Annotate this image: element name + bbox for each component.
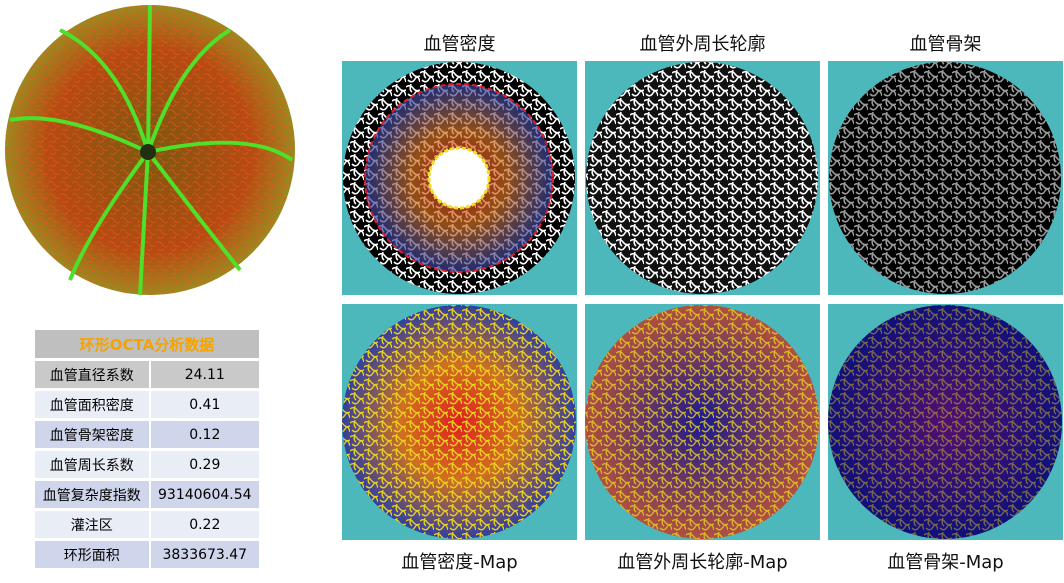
table-row: 血管周长系数 0.29 [35, 451, 259, 478]
cell-label: 血管面积密度 [35, 391, 149, 418]
panel-title: 血管密度 [423, 34, 496, 55]
table-row: 血管面积密度 0.41 [35, 391, 259, 418]
cell-label: 灌注区 [35, 511, 149, 538]
cell-value: 0.22 [150, 511, 259, 538]
cell-label: 血管骨架密度 [35, 421, 149, 448]
fundus-image [5, 4, 295, 296]
cell-label: 血管直径系数 [35, 361, 149, 388]
panel-title: 血管骨架-Map [887, 552, 1004, 573]
panel-title: 血管骨架 [909, 34, 982, 55]
table-row: 灌注区 0.22 [35, 511, 259, 538]
cell-value: 0.12 [150, 421, 259, 448]
panel-title: 血管密度-Map [401, 552, 518, 573]
cell-value: 0.29 [150, 451, 259, 478]
table-row: 血管复杂度指数 93140604.54 [35, 481, 259, 508]
cell-label: 血管复杂度指数 [35, 481, 149, 508]
cell-value: 3833673.47 [150, 541, 259, 568]
table-title: 环形OCTA分析数据 [35, 330, 259, 358]
table-row: 血管直径系数 24.11 [35, 361, 259, 388]
cell-value: 0.41 [150, 391, 259, 418]
cell-label: 环形面积 [35, 541, 149, 568]
table-row: 血管骨架密度 0.12 [35, 421, 259, 448]
panels [342, 61, 1063, 540]
cell-value: 24.11 [150, 361, 259, 388]
cell-label: 血管周长系数 [35, 451, 149, 478]
panel-title: 血管外周长轮廓 [639, 34, 766, 55]
data-table: 环形OCTA分析数据 血管直径系数 24.11 血管面积密度 0.41 血管骨架密度 0.… [33, 327, 261, 571]
cell-value: 93140604.54 [150, 481, 259, 508]
panel-title: 血管外周长轮廓-Map [617, 552, 788, 573]
table-row: 环形面积 3833673.47 [35, 541, 259, 568]
